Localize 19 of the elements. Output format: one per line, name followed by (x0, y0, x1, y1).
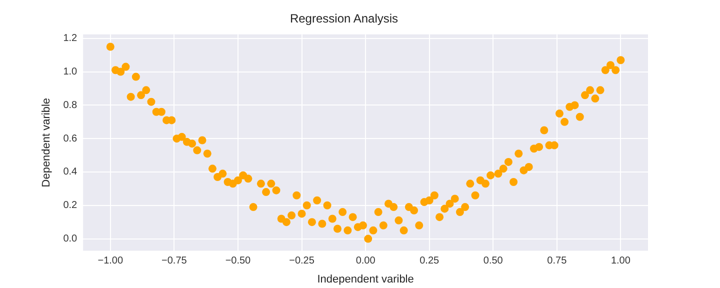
y-tick-label: 0.2 (63, 200, 78, 212)
y-tick-label: 1.2 (63, 33, 78, 44)
x-tick-label: −1.00 (98, 256, 124, 267)
y-tick-label: 0.6 (63, 133, 78, 144)
x-tick-label: 0.00 (356, 256, 376, 267)
chart-title: Regression Analysis (290, 12, 398, 26)
x-tick-label: −0.50 (225, 256, 252, 267)
y-tick-label: 0.8 (63, 100, 78, 111)
x-tick-label: 0.50 (483, 256, 504, 267)
y-tick-label: 1.0 (63, 66, 78, 78)
y-tick-label: 0.4 (63, 166, 78, 178)
y-axis-title: Dependent varible (40, 98, 53, 188)
y-tick-label: 0.0 (63, 234, 78, 245)
x-tick-label: −0.25 (289, 256, 315, 267)
x-tick-label: 0.75 (547, 256, 568, 267)
x-axis-title: Independent varible (317, 273, 414, 286)
x-tick-label: −0.75 (162, 256, 188, 267)
x-tick-label: 1.00 (610, 256, 631, 267)
x-tick-label: 0.25 (420, 256, 440, 267)
